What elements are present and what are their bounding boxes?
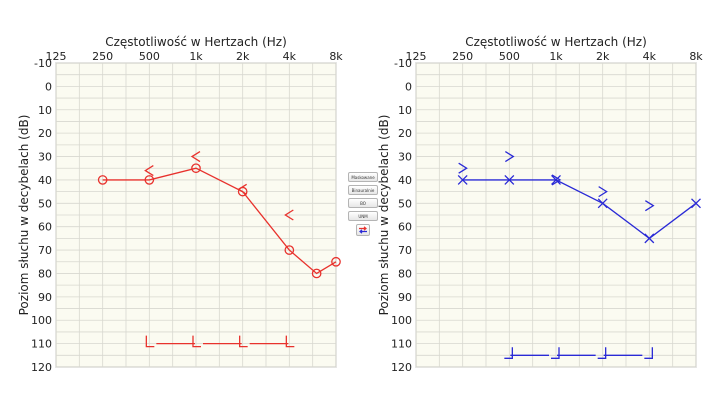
y-tick-label: -10 [34,57,52,70]
air-conduction-circle-marker [284,245,295,255]
air-conduction-circle-marker [97,175,108,185]
binaural-button[interactable]: Binauralnie [348,185,378,195]
masked-bone-bracket-marker [145,335,155,348]
x-tick-label: 1k [549,50,563,63]
y-tick-label: 10 [398,104,412,117]
x-tick-label: 250 [92,50,113,63]
air-conduction-cross-marker [551,174,561,185]
y-tick-label: 70 [398,244,412,257]
x-axis-title: Częstotliwość w Hertzach (Hz) [105,35,287,49]
masked-bone-bracket-marker [597,347,607,359]
y-tick-label: 10 [38,104,52,117]
air-conduction-circle-marker [144,175,155,185]
x-tick-label: 500 [499,50,520,63]
air-conduction-cross-marker [691,198,701,209]
y-tick-label: 120 [31,361,52,374]
y-tick-label: 40 [398,174,412,187]
masked-button[interactable]: Maskowane [348,172,378,182]
x-tick-label: 250 [452,50,473,63]
air-conduction-cross-marker [504,174,515,185]
y-tick-label: 50 [398,197,412,210]
y-axis-title: Poziom słuchu w decybelach (dB) [17,115,31,316]
air-conduction-circle-marker [191,163,201,174]
masked-bone-bracket-marker [239,335,248,348]
air-conduction-circle-marker [311,268,322,279]
y-tick-label: 40 [38,174,52,187]
y-tick-label: 30 [38,151,52,164]
left-ear-audiogram: 125 250 500 1k 2k 4k 8k -10 0 10 20 30 40 50 60 70 80 90 1… [377,35,703,374]
bone-conduction-left-chevron-marker [237,183,248,195]
y-tick-label: 90 [38,291,52,304]
masked-bone-bracket-marker [285,335,295,348]
y-tick-label: 90 [398,291,412,304]
y-tick-label: 20 [398,127,412,140]
bone-conduction-right-chevron-marker [551,174,562,186]
x-tick-label: 125 [46,50,67,63]
x-axis-title: Częstotliwość w Hertzach (Hz) [465,35,647,49]
y-tick-label: 0 [405,80,412,93]
right-ear-audiogram: 125 250 500 1k 2k 4k 8k -10 0 10 20 30 40 50 60 70 80 90 1… [17,35,343,374]
y-axis-title: Poziom słuchu w decybelach (dB) [377,115,391,316]
bone-conduction-left-chevron-marker [190,150,201,163]
x-tick-label: 4k [643,50,657,63]
unm-button[interactable]: UNM [348,211,378,221]
y-tick-label: 80 [398,267,412,280]
y-tick-label: 100 [31,314,52,327]
bone-conduction-left-chevron-marker [284,209,294,221]
x-tick-label: 8k [329,50,343,63]
x-tick-label: 2k [596,50,610,63]
y-tick-label: 30 [398,151,412,164]
y-tick-label: 20 [38,127,52,140]
y-tick-label: 110 [31,338,52,351]
x-tick-label: 2k [236,50,250,63]
y-tick-label: 100 [391,314,412,327]
y-tick-label: 60 [38,221,52,234]
bo-button[interactable]: BO [348,198,378,208]
air-conduction-circle-marker [331,256,341,267]
bone-conduction-left-chevron-marker [144,165,154,177]
bone-conduction-right-chevron-marker [504,150,515,163]
x-tick-label: 4k [283,50,297,63]
swap-ears-button[interactable] [356,224,370,236]
y-tick-label: 0 [45,80,52,93]
x-tick-label: 1k [189,50,203,63]
y-tick-label: 80 [38,267,52,280]
y-tick-label: 50 [38,197,52,210]
y-tick-label: -10 [394,57,412,70]
air-conduction-cross-marker [644,233,655,244]
threshold-line [462,179,697,240]
y-tick-label: 70 [38,244,52,257]
masked-bone-bracket-marker [192,335,201,348]
swap-arrows-icon [359,226,367,234]
air-conduction-cross-marker [597,198,608,209]
air-conduction-cross-marker [457,174,468,185]
masked-bone-bracket-marker [504,347,513,359]
bone-conduction-right-chevron-marker [598,186,608,198]
x-tick-label: 8k [689,50,703,63]
y-tick-label: 110 [391,338,412,351]
y-tick-label: 60 [398,221,412,234]
y-tick-label: 120 [391,361,412,374]
bone-conduction-right-chevron-marker [458,162,468,174]
masked-bone-bracket-marker [644,347,653,359]
masked-bone-bracket-marker [551,347,560,359]
x-tick-label: 500 [139,50,160,63]
x-tick-label: 125 [406,50,427,63]
audiogram-toolbar: Maskowane Binauralnie BO UNM [348,172,378,236]
bone-conduction-right-chevron-marker [644,200,655,212]
